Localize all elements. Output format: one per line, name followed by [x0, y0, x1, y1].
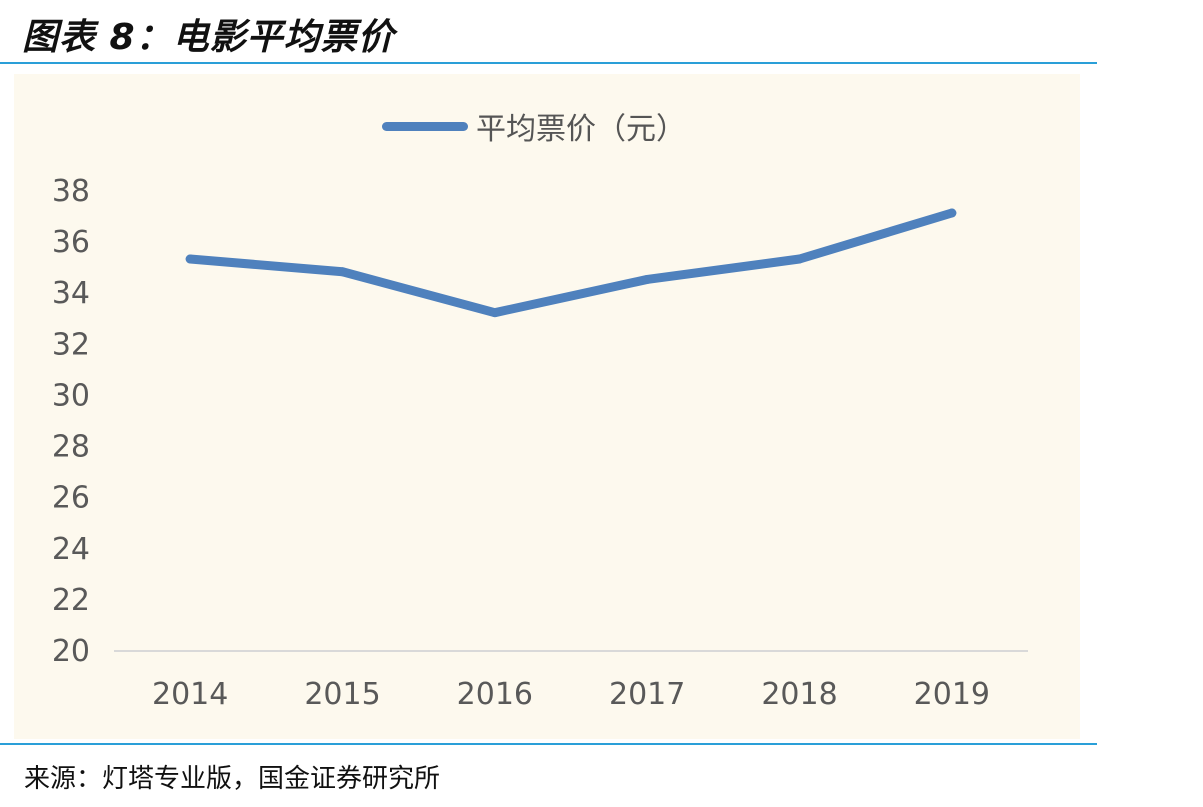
legend-label: 平均票价（元） — [476, 112, 686, 147]
data-point — [185, 254, 195, 264]
x-tick-label: 2017 — [609, 677, 685, 712]
source-note: 来源：灯塔专业版，国金证券研究所 — [24, 764, 441, 794]
data-point — [947, 208, 957, 218]
x-tick-label: 2014 — [152, 677, 228, 712]
chart-area: 20 22 24 26 28 30 32 34 36 38 2014 2015 2016 2017 2018… — [14, 74, 1080, 739]
line-chart: 20 22 24 26 28 30 32 34 36 38 2014 2015 2016 2017 2018… — [52, 174, 1028, 712]
chart-legend: 平均票价（元） — [382, 104, 686, 148]
figure-title: 图表 8：电影平均票价 — [22, 17, 395, 58]
y-tick-label: 36 — [52, 225, 90, 260]
top-rule — [0, 62, 1097, 64]
x-tick-label: 2015 — [304, 677, 380, 712]
data-point — [795, 254, 804, 264]
y-tick-label: 32 — [52, 327, 90, 362]
y-tick-label: 30 — [52, 378, 90, 413]
y-tick-label: 38 — [52, 174, 90, 209]
data-point — [490, 308, 500, 318]
y-tick-label: 20 — [52, 634, 90, 669]
y-tick-label: 24 — [52, 532, 90, 567]
bottom-rule — [0, 743, 1097, 745]
x-tick-label: 2016 — [457, 677, 533, 712]
y-tick-label: 28 — [52, 430, 90, 465]
y-tick-label: 22 — [52, 583, 90, 618]
series-line — [185, 208, 957, 318]
y-tick-label: 34 — [52, 276, 90, 311]
x-tick-label: 2019 — [914, 677, 990, 712]
y-tick-label: 26 — [52, 481, 90, 516]
data-point — [642, 274, 652, 284]
data-point — [338, 267, 347, 277]
legend-line-swatch — [382, 121, 468, 131]
x-tick-label: 2018 — [761, 677, 837, 712]
